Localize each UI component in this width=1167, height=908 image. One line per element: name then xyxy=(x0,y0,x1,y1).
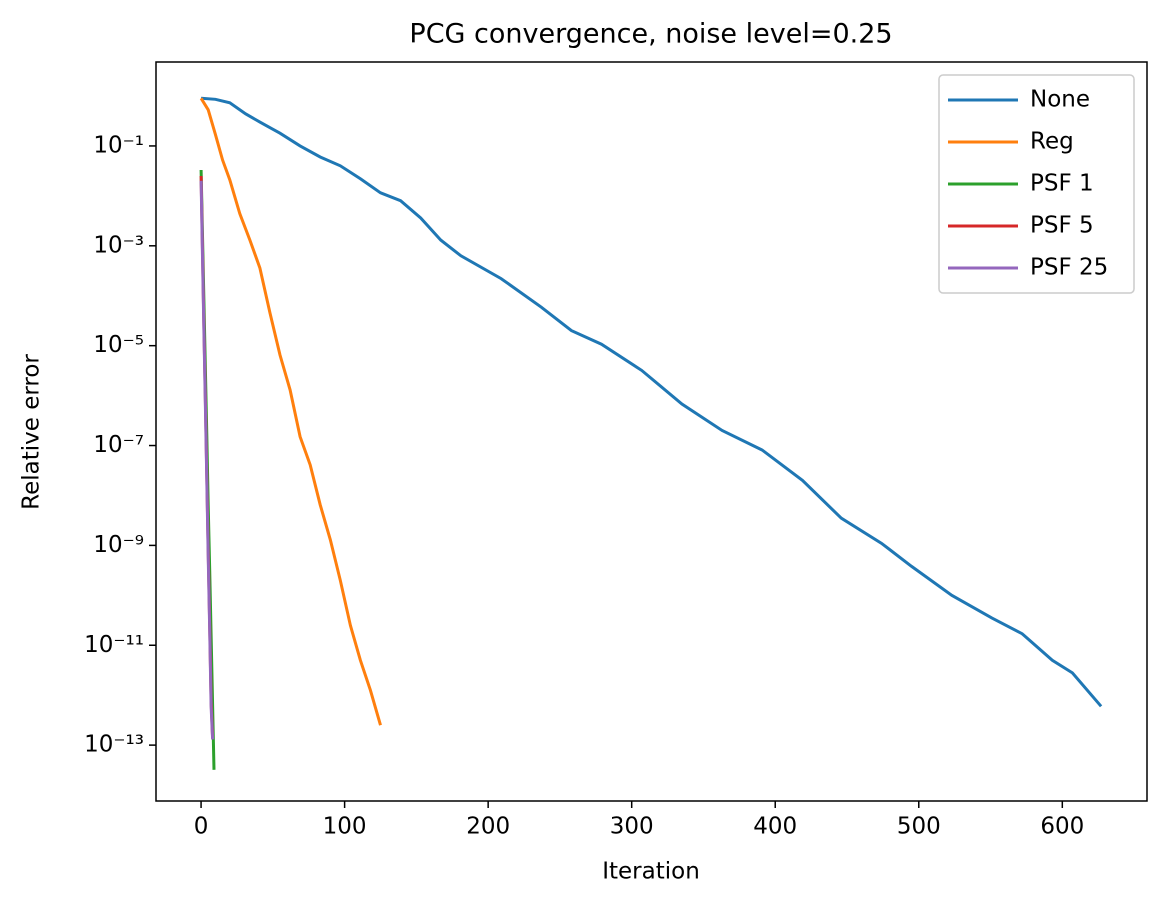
x-tick-label: 300 xyxy=(610,814,654,840)
y-tick-label: 10⁻⁵ xyxy=(93,332,144,358)
y-tick-label: 10⁻⁷ xyxy=(93,432,144,458)
series-line xyxy=(200,96,1103,708)
x-axis-label: Iteration xyxy=(602,859,700,885)
y-tick-label: 10⁻¹ xyxy=(93,132,144,158)
x-tick-label: 100 xyxy=(323,814,367,840)
x-tick-label: 600 xyxy=(1040,814,1084,840)
legend-label: PSF 25 xyxy=(1030,255,1108,281)
legend-label: None xyxy=(1030,87,1090,113)
x-tick-label: 500 xyxy=(897,814,941,840)
y-tick-label: 10⁻⁹ xyxy=(93,532,144,558)
y-tick-label: 10⁻¹¹ xyxy=(84,632,144,658)
series-line xyxy=(199,180,215,740)
chart-title: PCG convergence, noise level=0.25 xyxy=(409,19,892,50)
plot-frame xyxy=(155,61,1148,802)
x-tick-label: 400 xyxy=(753,814,797,840)
legend-label: PSF 5 xyxy=(1030,213,1094,239)
legend-box xyxy=(938,74,1135,294)
y-tick-label: 10⁻³ xyxy=(93,232,144,258)
y-axis-label: Relative error xyxy=(19,354,45,510)
legend-label: PSF 1 xyxy=(1030,171,1094,197)
series-line xyxy=(199,97,382,726)
y-tick-label: 10⁻¹³ xyxy=(84,732,144,758)
legend-label: Reg xyxy=(1030,129,1074,155)
x-tick-label: 0 xyxy=(194,814,209,840)
x-tick-label: 200 xyxy=(466,814,510,840)
